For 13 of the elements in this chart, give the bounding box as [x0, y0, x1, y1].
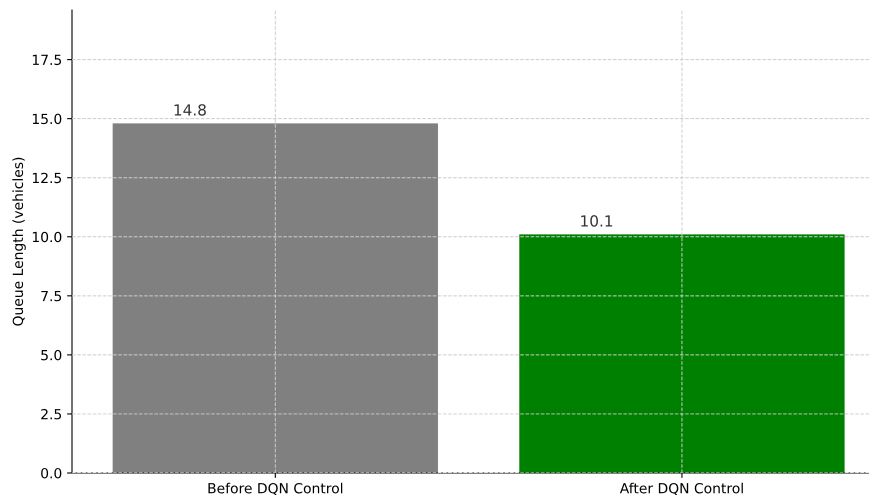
y-tick-label: 7.5 — [41, 290, 62, 302]
y-tick-label: 15.0 — [32, 114, 62, 124]
data-label: 14.8 — [174, 104, 206, 116]
data-label: 10.1 — [581, 215, 612, 227]
y-tick-label: 17.5 — [32, 54, 62, 66]
y-tick-label: 2.5 — [41, 408, 62, 420]
y-tick-label: 5.0 — [41, 350, 62, 360]
y-tick-label: 12.5 — [32, 172, 62, 184]
y-tick-label: 0.0 — [41, 468, 62, 478]
x-tick-label: After DQN Control — [620, 482, 743, 495]
y-tick-label: 10.0 — [32, 232, 62, 242]
x-tick-label: Before DQN Control — [208, 482, 342, 495]
y-axis-title: Queue Length (vehicles) — [12, 158, 26, 326]
